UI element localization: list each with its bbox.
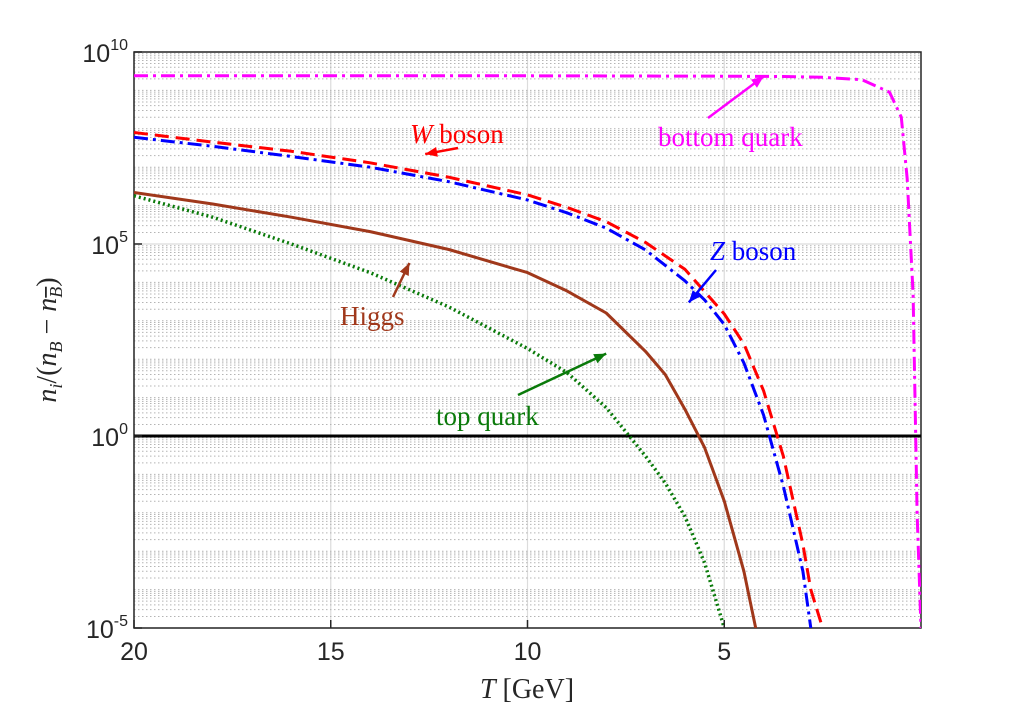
- annotation-arrow-head: [425, 146, 438, 157]
- annotation-bottom: bottom quark: [658, 75, 803, 152]
- x-tick-label: 15: [317, 638, 345, 666]
- annotation-higgs: Higgs: [340, 262, 411, 331]
- series-layer: [134, 74, 921, 628]
- y-tick-label: 105: [91, 229, 128, 260]
- y-tick-label: 100: [91, 421, 128, 452]
- annotation-top: top quark: [436, 352, 607, 431]
- x-tick-label: 10: [514, 638, 542, 666]
- x-axis-title: T [GeV]: [480, 674, 574, 705]
- annotation-arrow-head: [688, 290, 701, 303]
- svg-text:ni/(nB − nB): ni/(nB − nB): [32, 277, 66, 402]
- annotation-arrow-head: [593, 353, 607, 364]
- annotation-label-higgs: Higgs: [340, 301, 405, 331]
- grid: [133, 51, 921, 629]
- annotation-label-z: Z boson: [710, 236, 797, 266]
- annotation-arrow-head: [750, 76, 764, 88]
- series-line-higgs: [134, 191, 758, 628]
- y-axis-title: ni/(nB − nB): [32, 277, 66, 402]
- annotation-label-top: top quark: [436, 401, 539, 431]
- y-tick-label: 10-5: [86, 613, 128, 644]
- annotation-w: W boson: [410, 119, 504, 157]
- series-line-w-boson: [134, 131, 825, 628]
- annotation-arrow-line: [517, 352, 607, 397]
- annotation-z: Z boson: [687, 236, 797, 304]
- annotation-arrow-head: [399, 263, 410, 276]
- series-line-z-boson: [134, 135, 813, 628]
- annotation-label-w: W boson: [410, 119, 504, 149]
- annotations: W boson bottom quark Z boson Higgs top quark: [340, 75, 803, 431]
- y-tick-label: 1010: [82, 37, 128, 68]
- annotation-label-bottom: bottom quark: [658, 122, 803, 152]
- x-tick-label: 5: [717, 638, 731, 666]
- series-line-top-quark: [134, 194, 726, 628]
- x-tick-label: 20: [120, 638, 148, 666]
